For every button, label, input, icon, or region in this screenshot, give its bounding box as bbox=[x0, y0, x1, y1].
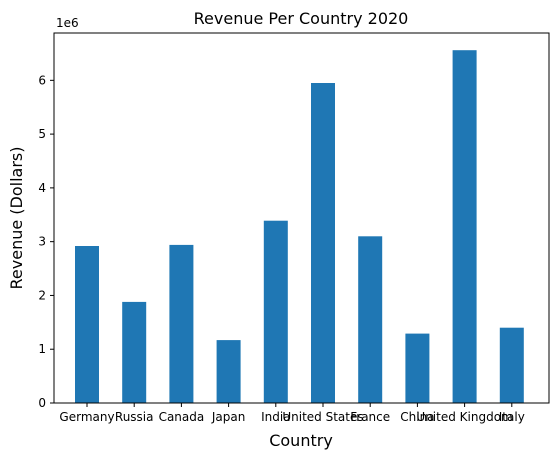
y-offset-label: 1e6 bbox=[56, 16, 79, 30]
y-tick-label: 2 bbox=[38, 288, 46, 302]
bars bbox=[75, 50, 524, 403]
y-tick-label: 1 bbox=[38, 342, 46, 356]
x-tick-label: Japan bbox=[211, 410, 245, 424]
bar-china bbox=[405, 333, 430, 403]
x-tick-label: Canada bbox=[159, 410, 205, 424]
y-axis-label: Revenue (Dollars) bbox=[7, 147, 26, 290]
bar-india bbox=[263, 220, 288, 403]
bar-united-states bbox=[311, 83, 335, 403]
y-tick-label: 4 bbox=[38, 181, 46, 195]
bar-japan bbox=[216, 340, 241, 403]
plot-frame bbox=[53, 32, 550, 404]
bar-united-kingdom bbox=[452, 50, 477, 403]
x-tick-label: Italy bbox=[499, 410, 525, 424]
x-tick-label: France bbox=[350, 410, 390, 424]
x-tick-label: China bbox=[400, 410, 434, 424]
x-axis-label: Country bbox=[269, 431, 333, 450]
x-tick-label: Germany bbox=[59, 410, 114, 424]
y-tick-label: 0 bbox=[38, 396, 46, 410]
bar-italy bbox=[499, 327, 524, 403]
y-tick-label: 5 bbox=[38, 127, 46, 141]
x-tick-label: India bbox=[261, 410, 290, 424]
x-tick-label: United States bbox=[282, 410, 363, 424]
bar-france bbox=[358, 236, 383, 403]
y-ticks: 0 1 2 3 4 5 6 bbox=[38, 73, 54, 410]
bar-germany bbox=[75, 246, 99, 403]
y-tick-label: 6 bbox=[38, 73, 46, 87]
chart-title: Revenue Per Country 2020 bbox=[194, 9, 409, 28]
bar-russia bbox=[122, 301, 147, 403]
bar-canada bbox=[169, 244, 194, 403]
y-tick-label: 3 bbox=[38, 235, 46, 249]
x-tick-label: Russia bbox=[115, 410, 154, 424]
x-tick-label: United Kingdom bbox=[416, 410, 512, 424]
